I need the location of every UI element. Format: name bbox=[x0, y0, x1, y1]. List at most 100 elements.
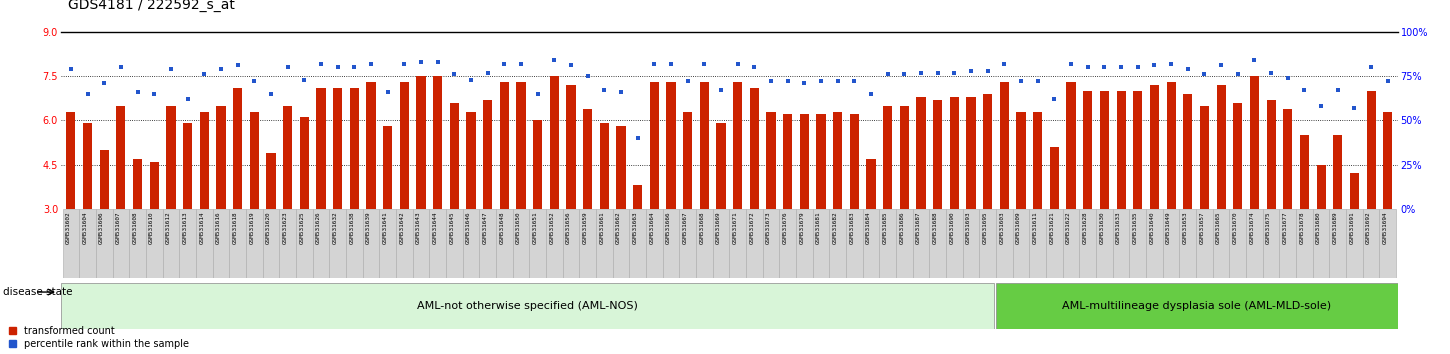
Bar bbox=[1034, 112, 1043, 209]
Bar bbox=[883, 105, 892, 209]
Text: GSM531646: GSM531646 bbox=[465, 211, 471, 244]
Bar bbox=[567, 85, 576, 209]
Bar bbox=[1163, 209, 1179, 278]
Bar bbox=[262, 209, 280, 278]
Bar bbox=[383, 126, 392, 209]
Bar bbox=[280, 209, 296, 278]
Point bbox=[893, 72, 916, 77]
Bar bbox=[100, 150, 109, 209]
Point bbox=[160, 66, 183, 72]
Bar bbox=[1063, 209, 1079, 278]
Bar bbox=[467, 112, 476, 209]
Bar bbox=[1000, 82, 1009, 209]
Text: GSM531609: GSM531609 bbox=[1016, 211, 1021, 244]
Bar bbox=[349, 88, 358, 209]
Bar bbox=[447, 209, 463, 278]
Bar bbox=[347, 209, 362, 278]
Bar bbox=[1363, 209, 1379, 278]
Text: GSM531682: GSM531682 bbox=[832, 211, 838, 244]
Bar bbox=[763, 209, 779, 278]
Bar bbox=[500, 82, 509, 209]
Bar bbox=[783, 114, 792, 209]
Text: GSM531685: GSM531685 bbox=[883, 211, 887, 244]
Text: GSM531663: GSM531663 bbox=[632, 211, 638, 244]
Bar bbox=[1317, 165, 1325, 209]
Bar bbox=[596, 209, 613, 278]
Bar bbox=[879, 209, 896, 278]
Bar bbox=[300, 118, 309, 209]
Bar bbox=[61, 283, 995, 329]
Bar bbox=[434, 76, 442, 209]
Bar bbox=[1096, 209, 1112, 278]
Bar bbox=[513, 209, 529, 278]
Bar bbox=[213, 209, 229, 278]
Bar bbox=[1030, 209, 1045, 278]
Text: GSM531613: GSM531613 bbox=[183, 211, 187, 244]
Bar bbox=[667, 82, 676, 209]
Bar bbox=[750, 88, 758, 209]
Point bbox=[260, 91, 283, 97]
Point bbox=[1360, 64, 1383, 70]
Bar bbox=[429, 209, 447, 278]
Bar bbox=[1101, 91, 1109, 209]
Point bbox=[1193, 72, 1217, 77]
Point bbox=[93, 80, 116, 86]
Bar bbox=[563, 209, 580, 278]
Point bbox=[1009, 79, 1032, 84]
Bar bbox=[1150, 85, 1159, 209]
Bar bbox=[1246, 209, 1263, 278]
Bar bbox=[167, 105, 175, 209]
Point bbox=[1160, 61, 1183, 67]
Text: GSM531675: GSM531675 bbox=[1266, 211, 1272, 244]
Point bbox=[593, 87, 616, 93]
Point bbox=[1043, 96, 1066, 102]
Bar bbox=[1050, 147, 1058, 209]
Bar bbox=[1016, 112, 1025, 209]
Text: GSM531648: GSM531648 bbox=[499, 211, 505, 244]
Point bbox=[1343, 105, 1366, 111]
Point bbox=[360, 61, 383, 67]
Bar bbox=[663, 209, 680, 278]
Point bbox=[927, 70, 950, 75]
Bar bbox=[834, 112, 842, 209]
Bar bbox=[745, 209, 763, 278]
Bar bbox=[1132, 91, 1143, 209]
Bar bbox=[912, 209, 929, 278]
Point bbox=[660, 61, 683, 67]
Bar bbox=[183, 123, 193, 209]
Text: GSM531665: GSM531665 bbox=[1217, 211, 1221, 244]
Bar bbox=[945, 209, 963, 278]
Point bbox=[909, 70, 932, 75]
Bar bbox=[129, 209, 146, 278]
Text: GSM531611: GSM531611 bbox=[1032, 211, 1038, 244]
Bar bbox=[767, 112, 776, 209]
Text: GSM531635: GSM531635 bbox=[1132, 211, 1138, 244]
Bar bbox=[416, 76, 425, 209]
Point bbox=[1209, 63, 1232, 68]
Bar bbox=[616, 126, 625, 209]
Bar bbox=[983, 94, 992, 209]
Point bbox=[1027, 79, 1050, 84]
Text: GSM531687: GSM531687 bbox=[916, 211, 921, 244]
Bar bbox=[580, 209, 596, 278]
Bar bbox=[216, 105, 226, 209]
Text: GSM531659: GSM531659 bbox=[583, 211, 587, 244]
Point bbox=[326, 64, 349, 70]
Text: GSM531652: GSM531652 bbox=[550, 211, 554, 244]
Bar bbox=[1333, 135, 1343, 209]
Bar bbox=[916, 97, 925, 209]
Bar bbox=[700, 82, 709, 209]
Text: GSM531689: GSM531689 bbox=[1333, 211, 1338, 244]
Text: GSM531669: GSM531669 bbox=[716, 211, 721, 244]
Bar bbox=[729, 209, 745, 278]
Bar bbox=[249, 112, 260, 209]
Bar bbox=[680, 209, 696, 278]
Bar bbox=[313, 209, 329, 278]
Point bbox=[726, 61, 750, 67]
Bar bbox=[1330, 209, 1346, 278]
Text: GSM531621: GSM531621 bbox=[1050, 211, 1054, 244]
Bar bbox=[146, 209, 162, 278]
Point bbox=[776, 79, 799, 84]
Text: GDS4181 / 222592_s_at: GDS4181 / 222592_s_at bbox=[68, 0, 235, 12]
Bar bbox=[1266, 100, 1276, 209]
